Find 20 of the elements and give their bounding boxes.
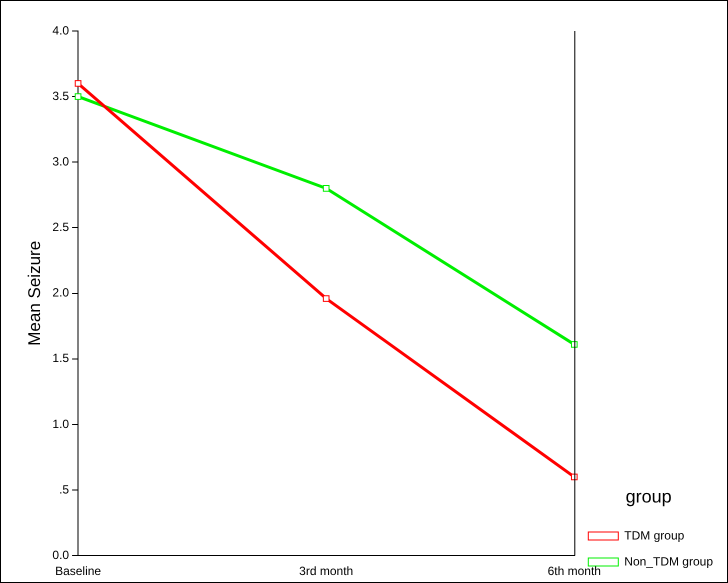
legend-title: group: [626, 486, 672, 506]
y-axis-title: Mean Seizure: [24, 240, 44, 346]
point: [322, 185, 330, 192]
point: [322, 295, 330, 302]
x-tick-label: Baseline: [55, 564, 102, 578]
point: [74, 80, 82, 87]
x-tick-label: 3rd month: [299, 564, 354, 578]
point: [74, 93, 82, 100]
y-tick-label: 3.0: [52, 154, 70, 168]
legend-label: Non_TDM group: [624, 554, 714, 568]
x-tick-label: 6th month: [548, 564, 601, 578]
y-tick-label: 1.0: [52, 416, 70, 431]
y-tick-label: 1.5: [52, 351, 70, 366]
y-tick-label: 4.0: [52, 23, 70, 38]
y-tick-label: 0.0: [52, 548, 70, 562]
y-tick-label: 3.5: [52, 88, 70, 103]
legend-label: TDM group: [624, 528, 685, 542]
y-tick-label: 2.0: [52, 286, 70, 300]
y-tick-label: 2.5: [52, 220, 70, 234]
y-tick-label: .5: [59, 482, 70, 496]
